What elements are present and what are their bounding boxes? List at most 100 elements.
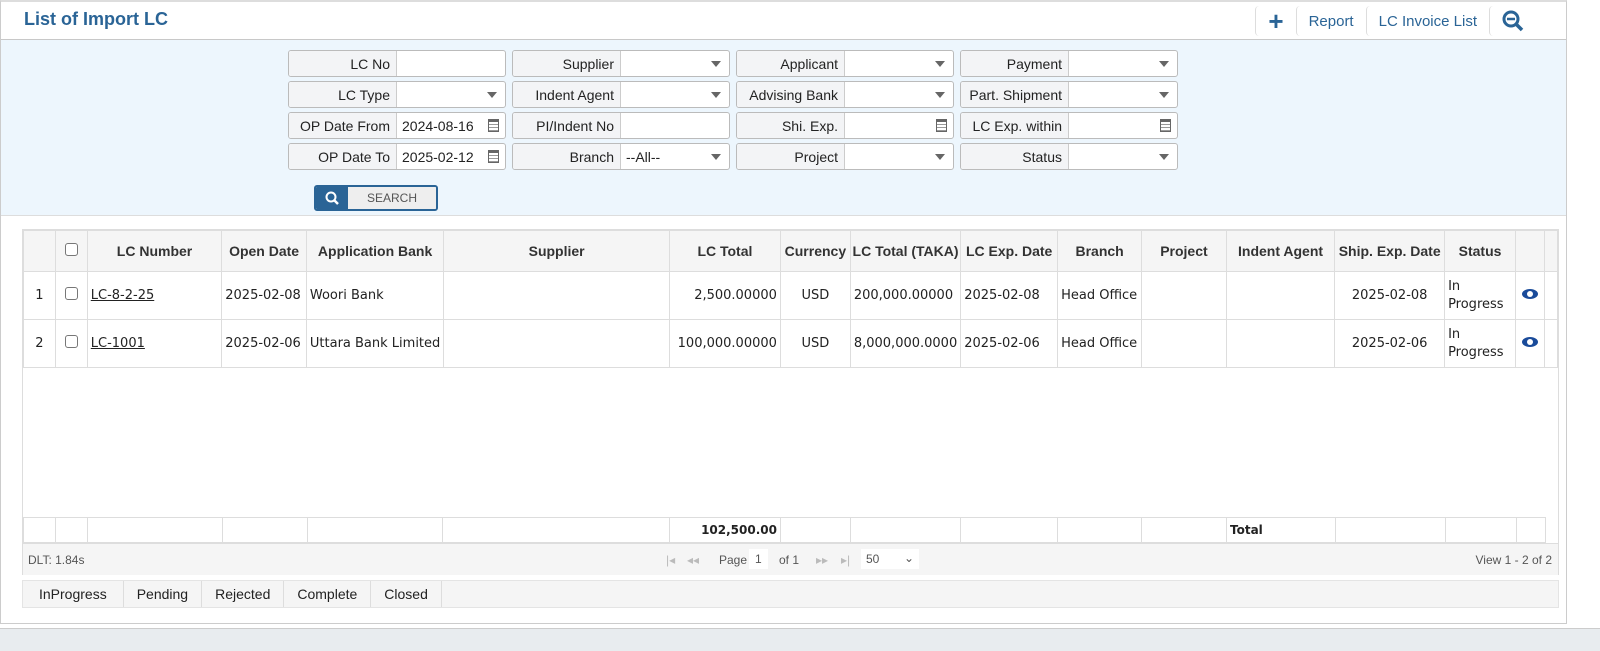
view-cell xyxy=(1514,271,1545,320)
lc-no-field[interactable]: LC No xyxy=(288,50,506,77)
payment-select[interactable]: Payment xyxy=(960,50,1178,77)
application-bank: Uttara Bank Limited xyxy=(305,319,445,368)
page-input[interactable]: 1 xyxy=(749,549,768,569)
applicant-select[interactable]: Applicant xyxy=(736,50,954,77)
view-cell xyxy=(1514,319,1545,368)
col-select-all xyxy=(54,230,88,272)
lc-number-link[interactable]: LC-1001 xyxy=(90,336,145,351)
indent-agent-dropdown[interactable] xyxy=(621,82,729,107)
lc-exp-within-input[interactable] xyxy=(1069,113,1177,138)
label: LC No xyxy=(289,51,397,76)
op-date-to-field[interactable]: OP Date To 2025-02-12 xyxy=(288,143,506,170)
lc-table: LC Number Open Date Application Bank Sup… xyxy=(23,230,1559,368)
footer-table: 102,500.00 Total xyxy=(23,517,1546,543)
next-page-button[interactable]: ▸▸ xyxy=(816,553,829,567)
first-page-button[interactable]: |◂ xyxy=(666,553,676,567)
pi-indent-no-field[interactable]: PI/Indent No xyxy=(512,112,730,139)
part-shipment-select[interactable]: Part. Shipment xyxy=(960,81,1178,108)
tab-complete[interactable]: Complete xyxy=(284,581,372,607)
lc-total: 100,000.00000 xyxy=(668,319,781,368)
calendar-icon[interactable] xyxy=(488,150,499,163)
tab-inprogress[interactable]: InProgress xyxy=(23,581,124,607)
shi-exp-input[interactable] xyxy=(845,113,953,138)
op-date-to-input[interactable]: 2025-02-12 xyxy=(397,144,505,169)
page-label: Page xyxy=(719,553,748,567)
add-button[interactable]: + xyxy=(1255,6,1295,36)
caret-down-icon xyxy=(1159,92,1169,98)
col-project[interactable]: Project xyxy=(1141,230,1227,272)
col-indent-agent[interactable]: Indent Agent xyxy=(1225,230,1336,272)
col-application-bank[interactable]: Application Bank xyxy=(305,230,445,272)
pi-indent-no-input[interactable] xyxy=(621,113,729,138)
col-ship-exp-date[interactable]: Ship. Exp. Date xyxy=(1334,230,1446,272)
op-date-from-field[interactable]: OP Date From 2024-08-16 xyxy=(288,112,506,139)
application-bank: Woori Bank xyxy=(305,271,445,320)
applicant-dropdown[interactable] xyxy=(845,51,953,76)
indent-agent-select[interactable]: Indent Agent xyxy=(512,81,730,108)
lc-exp-within-field[interactable]: LC Exp. within xyxy=(960,112,1178,139)
status-dropdown[interactable] xyxy=(1069,144,1177,169)
col-branch[interactable]: Branch xyxy=(1057,230,1143,272)
col-currency[interactable]: Currency xyxy=(779,230,851,272)
supplier-select[interactable]: Supplier xyxy=(512,50,730,77)
table-row[interactable]: 1 LC-8-2-25 2025-02-08 Woori Bank 2,500.… xyxy=(23,271,1559,320)
col-open-date[interactable]: Open Date xyxy=(221,230,307,272)
search-button[interactable]: SEARCH xyxy=(314,185,438,211)
toggle-search-button[interactable] xyxy=(1489,6,1536,36)
tab-rejected[interactable]: Rejected xyxy=(202,581,285,607)
supplier-dropdown[interactable] xyxy=(621,51,729,76)
shi-exp-field[interactable]: Shi. Exp. xyxy=(736,112,954,139)
lc-invoice-list-button[interactable]: LC Invoice List xyxy=(1365,6,1489,36)
scroll-cell xyxy=(1543,271,1559,320)
col-supplier[interactable]: Supplier xyxy=(443,230,670,272)
col-status[interactable]: Status xyxy=(1444,230,1516,272)
lc-type-dropdown[interactable] xyxy=(397,82,505,107)
payment-dropdown[interactable] xyxy=(1069,51,1177,76)
advising-bank-select[interactable]: Advising Bank xyxy=(736,81,954,108)
report-button[interactable]: Report xyxy=(1295,6,1366,36)
status-select[interactable]: Status xyxy=(960,143,1178,170)
col-lc-total[interactable]: LC Total xyxy=(668,230,781,272)
row-checkbox[interactable] xyxy=(64,287,78,300)
col-scroll xyxy=(1543,230,1559,272)
branch-dropdown[interactable]: --All-- xyxy=(621,144,729,169)
op-date-from-input[interactable]: 2024-08-16 xyxy=(397,113,505,138)
calendar-icon[interactable] xyxy=(1160,119,1171,132)
tab-pending[interactable]: Pending xyxy=(124,581,203,607)
col-lc-number[interactable]: LC Number xyxy=(86,230,223,272)
lc-type-select[interactable]: LC Type xyxy=(288,81,506,108)
col-lc-total-taka[interactable]: LC Total (TAKA) xyxy=(849,230,962,272)
advising-bank-dropdown[interactable] xyxy=(845,82,953,107)
select-all-checkbox[interactable] xyxy=(64,242,78,256)
lc-grid: LC Number Open Date Application Bank Sup… xyxy=(22,229,1559,575)
page-size-select[interactable]: 50 ⌄ xyxy=(861,549,919,569)
tab-closed[interactable]: Closed xyxy=(371,581,442,607)
project xyxy=(1141,319,1227,368)
eye-icon[interactable] xyxy=(1521,289,1538,299)
col-lc-exp-date[interactable]: LC Exp. Date xyxy=(960,230,1059,272)
label: Applicant xyxy=(737,51,845,76)
page-title: List of Import LC xyxy=(24,9,168,29)
branch-select[interactable]: Branch --All-- xyxy=(512,143,730,170)
last-page-button[interactable]: ▸| xyxy=(841,553,851,567)
project-dropdown[interactable] xyxy=(845,144,953,169)
lc-number-cell: LC-8-2-25 xyxy=(86,271,223,320)
label: Payment xyxy=(961,51,1069,76)
caret-down-icon xyxy=(935,92,945,98)
eye-icon[interactable] xyxy=(1521,337,1538,347)
lc-no-input[interactable] xyxy=(397,51,505,76)
row-checkbox[interactable] xyxy=(64,335,78,348)
calendar-icon[interactable] xyxy=(488,119,499,132)
lc-total: 2,500.00000 xyxy=(668,271,781,320)
lc-number-link[interactable]: LC-8-2-25 xyxy=(90,288,155,303)
table-row[interactable]: 2 LC-1001 2025-02-06 Uttara Bank Limited… xyxy=(23,319,1559,368)
currency: USD xyxy=(779,271,851,320)
part-shipment-dropdown[interactable] xyxy=(1069,82,1177,107)
project-select[interactable]: Project xyxy=(736,143,954,170)
label: OP Date From xyxy=(289,113,397,138)
search-label: SEARCH xyxy=(348,187,436,209)
status: In Progress xyxy=(1444,271,1516,320)
calendar-icon[interactable] xyxy=(936,119,947,132)
prev-page-button[interactable]: ◂◂ xyxy=(687,553,700,567)
label: OP Date To xyxy=(289,144,397,169)
